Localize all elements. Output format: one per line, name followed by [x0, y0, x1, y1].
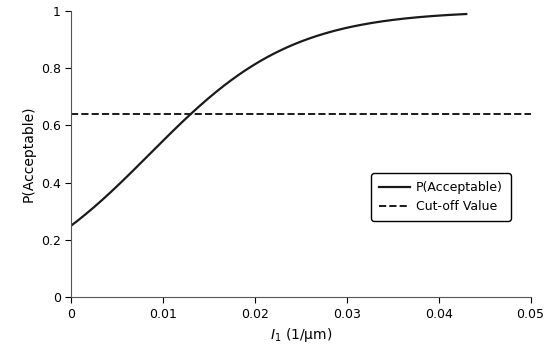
P(Acceptable): [453, 12, 460, 17]
P(Acceptable): [255, 60, 262, 64]
X-axis label: $I_1$ (1/μm): $I_1$ (1/μm): [270, 326, 332, 344]
P(Acceptable): [68, 224, 74, 228]
P(Acceptable): [282, 46, 288, 50]
P(Acceptable): [392, 17, 398, 22]
Line: P(Acceptable): P(Acceptable): [71, 14, 466, 226]
Legend: P(Acceptable), Cut-off Value: P(Acceptable), Cut-off Value: [371, 173, 510, 221]
P(Acceptable): [258, 58, 264, 63]
P(Acceptable): [303, 38, 310, 42]
P(Acceptable): [463, 12, 469, 16]
Y-axis label: P(Acceptable): P(Acceptable): [21, 106, 35, 202]
